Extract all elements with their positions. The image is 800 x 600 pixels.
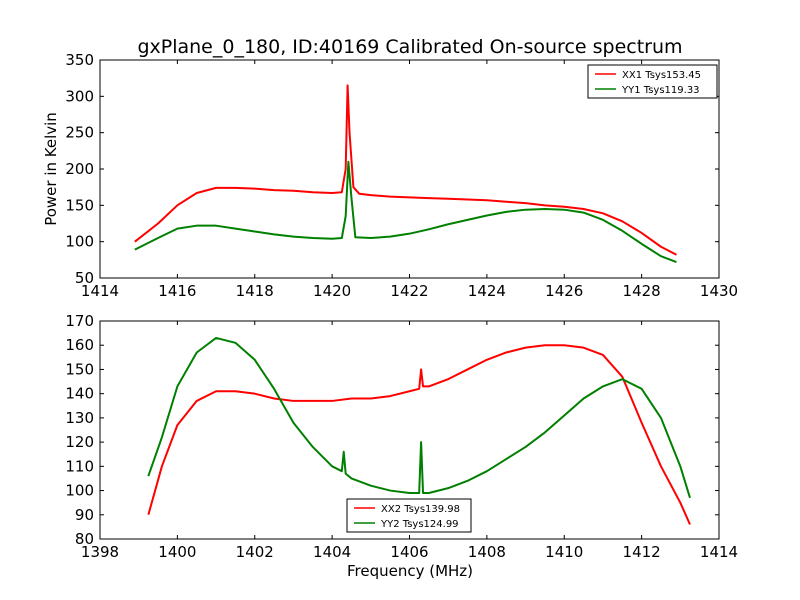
y-tick-label: 170 (65, 312, 94, 330)
legend-entry: XX1 Tsys153.45 (622, 70, 701, 81)
y-tick-label: 350 (65, 51, 94, 69)
y-tick-label: 150 (65, 360, 94, 378)
series-group (134, 84, 677, 263)
x-tick-label: 1402 (236, 543, 274, 561)
y-tick-label: 160 (65, 336, 94, 354)
legend: XX1 Tsys153.45 YY1 Tsys119.33 (587, 64, 718, 99)
x-tick-label: 1410 (545, 543, 583, 561)
legend-entry: YY1 Tsys119.33 (621, 85, 700, 96)
x-tick-label: 1428 (623, 282, 661, 300)
x-tick-label: 1426 (545, 282, 583, 300)
series-line-xx2 (147, 344, 691, 525)
legend-box (587, 64, 718, 99)
bottom-spectrum-panel: 1398 1400 1402 1404 1406 1408 1410 1412 1414 80 90… (65, 312, 738, 561)
y-tick-label: 100 (65, 233, 94, 251)
y-tick-label: 300 (65, 87, 94, 105)
y-tick-label: 250 (65, 124, 94, 142)
x-tick-label: 1400 (158, 543, 196, 561)
x-tick-label: 1414 (81, 282, 119, 300)
x-tick-label: 1414 (700, 543, 738, 561)
x-tick-label: 1424 (468, 282, 506, 300)
y-tick-label: 100 (65, 482, 94, 500)
y-tick-label: 110 (65, 457, 94, 475)
x-tick-label: 1404 (313, 543, 351, 561)
x-axis-label-bottom: Frequency (MHz) (347, 562, 473, 580)
x-tick-label: 1430 (700, 282, 738, 300)
legend-entry: YY2 Tsys124.99 (380, 519, 459, 530)
y-tick-label: 150 (65, 196, 94, 214)
legend: XX2 Tsys139.98 YY2 Tsys124.99 (346, 498, 472, 533)
legend-entry: XX2 Tsys139.98 (381, 504, 460, 515)
chart-title: gxPlane_0_180, ID:40169 Calibrated On-so… (137, 36, 682, 58)
series-line-yy1 (134, 160, 677, 263)
y-tick-label: 90 (75, 506, 94, 524)
top-spectrum-panel: 1414 1416 1418 1420 1422 1424 1426 1428 1430 50 10… (65, 51, 738, 300)
series-line-xx1 (134, 84, 677, 256)
series-group (147, 336, 691, 525)
x-tick-label: 1408 (468, 543, 506, 561)
x-tick-label: 1422 (390, 282, 428, 300)
y-tick-label: 200 (65, 160, 94, 178)
x-tick-label: 1418 (236, 282, 274, 300)
legend-box (346, 498, 472, 533)
x-tick-label: 1416 (158, 282, 196, 300)
series-line-yy2 (147, 336, 691, 499)
x-tick-label: 1406 (390, 543, 428, 561)
y-tick-label: 120 (65, 433, 94, 451)
x-tick-label: 1398 (81, 543, 119, 561)
y-tick-label: 140 (65, 385, 94, 403)
x-tick-label: 1412 (623, 543, 661, 561)
y-tick-label: 50 (75, 269, 94, 287)
y-tick-label: 130 (65, 409, 94, 427)
y-tick-label: 80 (75, 530, 94, 548)
y-axis-label-top: Power in Kelvin (42, 112, 60, 226)
x-tick-label: 1420 (313, 282, 351, 300)
